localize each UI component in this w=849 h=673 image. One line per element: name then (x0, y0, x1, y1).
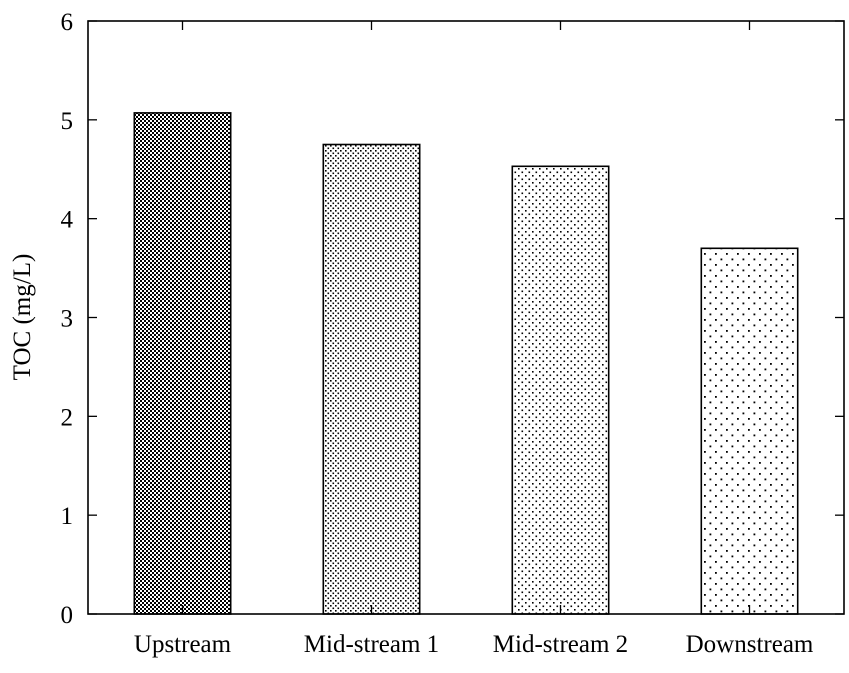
y-tick-label: 0 (61, 602, 74, 629)
bar-0 (133, 112, 232, 615)
bar-2 (511, 165, 610, 615)
y-tick-label: 1 (61, 503, 74, 530)
y-axis-title: TOC (mg/L) (9, 254, 36, 381)
bar-3 (700, 247, 799, 615)
y-tick-label: 6 (61, 9, 74, 36)
y-tick-labels: 0 1 2 3 4 5 6 (61, 9, 74, 629)
x-tick-label: Mid-stream 2 (493, 631, 628, 658)
y-tick-label: 4 (61, 207, 74, 234)
y-tick-label: 3 (61, 306, 74, 333)
x-category-labels: Upstream Mid-stream 1 Mid-stream 2 Downstre… (134, 631, 814, 658)
y-tick-label: 5 (61, 108, 74, 135)
plot-frame (87, 20, 845, 615)
x-tick-label: Mid-stream 1 (304, 631, 439, 658)
bar-1 (322, 143, 421, 615)
x-tick-label: Downstream (686, 631, 814, 658)
bars-group (133, 112, 799, 615)
y-tick-label: 2 (61, 404, 74, 431)
x-tick-label: Upstream (134, 631, 232, 658)
